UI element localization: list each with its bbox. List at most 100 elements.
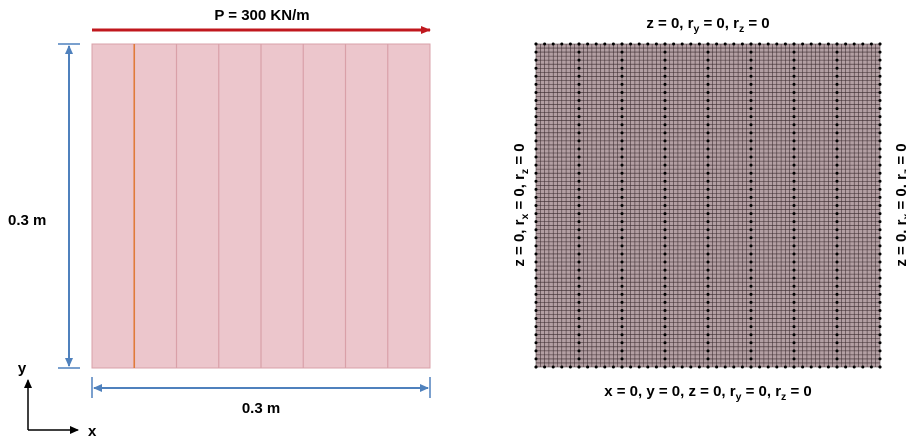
mesh-node	[835, 179, 839, 183]
mesh-node	[534, 317, 538, 321]
axis-x-label: x	[88, 423, 97, 438]
mesh-node	[878, 131, 882, 135]
mesh-node	[620, 107, 624, 111]
mesh-node	[577, 308, 581, 312]
mesh-node	[749, 139, 753, 143]
mesh-node	[792, 66, 796, 70]
mesh-node	[749, 155, 753, 159]
mesh-node	[706, 357, 710, 361]
mesh-node	[792, 58, 796, 62]
mesh-node	[706, 325, 710, 329]
mesh-node	[878, 212, 882, 216]
mesh-node	[835, 155, 839, 159]
mesh-node	[740, 42, 744, 46]
mesh-node	[749, 187, 753, 191]
mesh-node	[878, 325, 882, 329]
mesh-node	[878, 317, 882, 321]
mesh-node	[792, 163, 796, 167]
mesh-node	[534, 58, 538, 62]
mesh-node	[835, 252, 839, 256]
mesh-node	[577, 82, 581, 86]
mesh-node	[663, 163, 667, 167]
mesh-node	[577, 139, 581, 143]
mesh-node	[706, 147, 710, 151]
mesh-node	[732, 365, 736, 369]
mesh-node	[878, 333, 882, 337]
mesh-node	[835, 139, 839, 143]
mesh-node	[766, 365, 770, 369]
mesh-node	[835, 236, 839, 240]
mesh-node	[620, 308, 624, 312]
mesh-node	[706, 115, 710, 119]
mesh-node	[568, 42, 572, 46]
mesh-node	[629, 42, 633, 46]
mesh-node	[852, 42, 856, 46]
mesh-node	[749, 171, 753, 175]
mesh-node	[620, 220, 624, 224]
mesh-node	[534, 163, 538, 167]
mesh-node	[577, 365, 581, 369]
mesh-node	[835, 115, 839, 119]
mesh-node	[792, 187, 796, 191]
mesh-node	[577, 244, 581, 248]
mesh-node	[706, 260, 710, 264]
mesh-node	[577, 123, 581, 127]
mesh-node	[706, 292, 710, 296]
mesh-node	[663, 99, 667, 103]
mesh-node	[577, 276, 581, 280]
mesh-node	[835, 325, 839, 329]
mesh-node	[749, 333, 753, 337]
mesh-node	[792, 139, 796, 143]
mesh-node	[663, 58, 667, 62]
mesh-node	[749, 107, 753, 111]
mesh-node	[663, 292, 667, 296]
mesh-node	[749, 349, 753, 353]
mesh-node	[534, 292, 538, 296]
mesh-node	[577, 171, 581, 175]
mesh-node	[663, 333, 667, 337]
mesh-node	[835, 66, 839, 70]
mesh-node	[534, 42, 538, 46]
mesh-node	[620, 90, 624, 94]
mesh-node	[577, 357, 581, 361]
mesh-node	[577, 115, 581, 119]
mesh-node	[620, 365, 624, 369]
mesh-node	[534, 236, 538, 240]
mesh-node	[534, 195, 538, 199]
mesh-node	[749, 163, 753, 167]
mesh-node	[835, 365, 839, 369]
mesh-node	[577, 155, 581, 159]
height-label: 0.3 m	[8, 212, 46, 229]
mesh-node	[577, 58, 581, 62]
mesh-node	[758, 42, 762, 46]
mesh-node	[620, 244, 624, 248]
mesh-node	[835, 349, 839, 353]
mesh-node	[697, 42, 701, 46]
mesh-node	[663, 123, 667, 127]
mesh-node	[663, 212, 667, 216]
mesh-node	[706, 74, 710, 78]
mesh-node	[878, 163, 882, 167]
mesh-node	[835, 220, 839, 224]
mesh-node	[663, 308, 667, 312]
mesh-node	[577, 163, 581, 167]
mesh-node	[878, 147, 882, 151]
mesh-node	[663, 220, 667, 224]
mesh-node	[749, 74, 753, 78]
mesh-node	[620, 292, 624, 296]
mesh-node	[577, 220, 581, 224]
mesh-node	[878, 349, 882, 353]
mesh-node	[611, 42, 615, 46]
mesh-node	[534, 260, 538, 264]
mesh-node	[663, 179, 667, 183]
mesh-node	[835, 300, 839, 304]
mesh-node	[577, 292, 581, 296]
mesh-node	[603, 42, 607, 46]
mesh-node	[663, 325, 667, 329]
mesh-node	[878, 155, 882, 159]
mesh-node	[620, 155, 624, 159]
load-label: P = 300 KN/m	[214, 7, 309, 24]
mesh-node	[749, 212, 753, 216]
mesh-node	[706, 284, 710, 288]
